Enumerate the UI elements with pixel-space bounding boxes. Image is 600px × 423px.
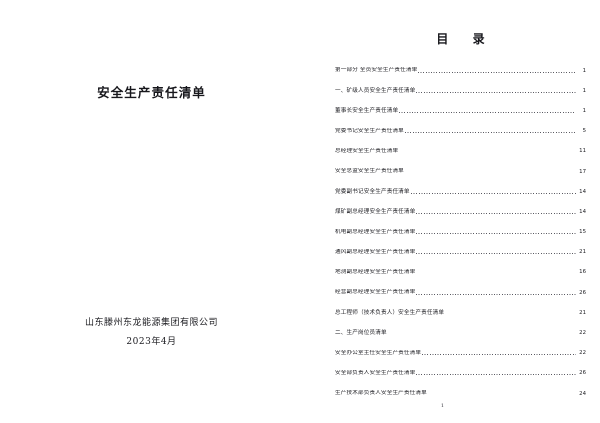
toc-entry-page-number: 1 <box>582 67 586 74</box>
toc-entry[interactable]: 煤矿副总经理安全生产责任清单 14 <box>335 208 586 215</box>
toc-entry-page-number: 17 <box>579 168 586 175</box>
toc-entry-page-number: 1 <box>582 87 586 94</box>
toc-entry-page-number: 5 <box>582 128 586 135</box>
toc-entry-label: 生产技术部负责人安全生产责任清单 <box>335 390 427 397</box>
cover-date: 2023年4月 <box>126 337 177 347</box>
toc-dot-leader <box>416 271 576 275</box>
toc-entry[interactable]: 地测副总经理安全生产责任清单 16 <box>335 269 586 276</box>
toc-dot-leader <box>388 332 576 336</box>
toc-entry-label: 党委书记安全生产责任清单 <box>335 127 404 134</box>
toc-entry-label: 通风副总经理安全生产责任清单 <box>335 249 416 256</box>
toc-entry-page-number: 22 <box>579 350 586 357</box>
toc-entry-label: 安全总监安全生产责任清单 <box>335 168 404 175</box>
toc-dot-leader <box>410 191 576 195</box>
toc-entry[interactable]: 党委书记安全生产责任清单 5 <box>335 128 586 135</box>
toc-dot-leader <box>399 110 576 114</box>
company-name: 山东滕州东龙能源集团有限公司 <box>84 318 218 328</box>
toc-entry-label: 总经理安全生产责任清单 <box>335 148 399 155</box>
toc-entry-page-number: 14 <box>579 188 586 195</box>
page-title: 安全生产责任清单 <box>97 85 206 100</box>
toc-entry-page-number: 21 <box>579 309 586 316</box>
page-number-footer: 1 <box>440 403 445 409</box>
toc-entry-label: 总工程师（技术负责人）安全生产责任清单 <box>335 309 445 316</box>
toc-entry-label: 党委副书记安全生产责任清单 <box>335 188 410 195</box>
toc-entry[interactable]: 经营副总经理安全生产责任清单 26 <box>335 289 586 296</box>
toc-entry-label: 二、生产岗位员清单 <box>335 329 387 336</box>
toc-entry-label: 安全部负责人安全生产责任清单 <box>335 370 416 377</box>
toc-dot-leader <box>422 352 576 356</box>
toc-entry-label: 煤矿副总经理安全生产责任清单 <box>335 208 416 215</box>
toc-entry-page-number: 22 <box>579 330 586 337</box>
toc-entry-page-number: 24 <box>579 390 586 397</box>
toc-entry[interactable]: 总经理安全生产责任清单 11 <box>335 148 586 155</box>
cover-footer: 山东滕州东龙能源集团有限公司 2023年4月 <box>26 315 277 347</box>
toc-content: 目 录 第一部分 全员安全生产责任清单 1 一、矿级人员安全生产责任清单 1 董事长安全… <box>335 22 586 405</box>
toc-list: 第一部分 全员安全生产责任清单 1 一、矿级人员安全生产责任清单 1 董事长安全生产责任… <box>335 67 586 397</box>
toc-entry-label: 安全办公室主任安全生产责任清单 <box>335 350 422 357</box>
toc-entry-page-number: 1 <box>582 107 586 114</box>
toc-dot-leader <box>404 130 576 134</box>
toc-entry[interactable]: 党委副书记安全生产责任清单 14 <box>335 188 586 195</box>
toc-dot-leader <box>416 231 576 235</box>
toc-entry-label: 机电副总经理安全生产责任清单 <box>335 228 416 235</box>
toc-dot-leader <box>445 312 576 316</box>
toc-dot-leader <box>416 211 576 215</box>
toc-entry-page-number: 16 <box>579 269 586 276</box>
toc-dot-leader <box>416 90 576 94</box>
toc-entry-page-number: 26 <box>579 370 586 377</box>
toc-entry-label: 董事长安全生产责任清单 <box>335 107 399 114</box>
cover-page: 安全生产责任清单 山东滕州东龙能源集团有限公司 2023年4月 <box>0 0 299 423</box>
toc-dot-leader <box>416 251 576 255</box>
toc-dot-leader <box>428 393 576 397</box>
toc-entry[interactable]: 二、生产岗位员清单 22 <box>335 329 586 336</box>
toc-entry-label: 一、矿级人员安全生产责任清单 <box>335 87 416 94</box>
toc-entry[interactable]: 机电副总经理安全生产责任清单 15 <box>335 229 586 236</box>
toc-entry[interactable]: 董事长安全生产责任清单 1 <box>335 107 586 114</box>
toc-entry-label: 经营副总经理安全生产责任清单 <box>335 289 416 296</box>
toc-entry[interactable]: 安全部负责人安全生产责任清单 26 <box>335 370 586 377</box>
toc-entry[interactable]: 一、矿级人员安全生产责任清单 1 <box>335 87 586 94</box>
toc-dot-leader <box>416 292 576 296</box>
toc-entry[interactable]: 安全办公室主任安全生产责任清单 22 <box>335 350 586 357</box>
toc-entry-page-number: 21 <box>579 249 586 256</box>
toc-dot-leader <box>399 150 576 154</box>
toc-entry[interactable]: 第一部分 全员安全生产责任清单 1 <box>335 67 586 74</box>
toc-entry-page-number: 26 <box>579 289 586 296</box>
toc-entry[interactable]: 总工程师（技术负责人）安全生产责任清单 21 <box>335 309 586 316</box>
toc-dot-leader <box>405 170 576 174</box>
toc-entry[interactable]: 通风副总经理安全生产责任清单 21 <box>335 249 586 256</box>
cover-content: 安全生产责任清单 山东滕州东龙能源集团有限公司 2023年4月 <box>26 22 277 397</box>
toc-entry[interactable]: 安全总监安全生产责任清单 17 <box>335 168 586 175</box>
toc-entry-page-number: 15 <box>579 229 586 236</box>
toc-entry-label: 第一部分 全员安全生产责任清单 <box>335 67 418 74</box>
toc-heading: 目 录 <box>436 32 495 46</box>
toc-dot-leader <box>418 70 576 74</box>
toc-entry-page-number: 14 <box>579 208 586 215</box>
table-of-contents-page: 目 录 第一部分 全员安全生产责任清单 1 一、矿级人员安全生产责任清单 1 董事长安全… <box>299 0 600 423</box>
toc-dot-leader <box>416 372 576 376</box>
toc-entry-label: 地测副总经理安全生产责任清单 <box>335 269 416 276</box>
toc-entry-page-number: 11 <box>579 148 586 155</box>
toc-entry[interactable]: 生产技术部负责人安全生产责任清单 24 <box>335 390 586 397</box>
